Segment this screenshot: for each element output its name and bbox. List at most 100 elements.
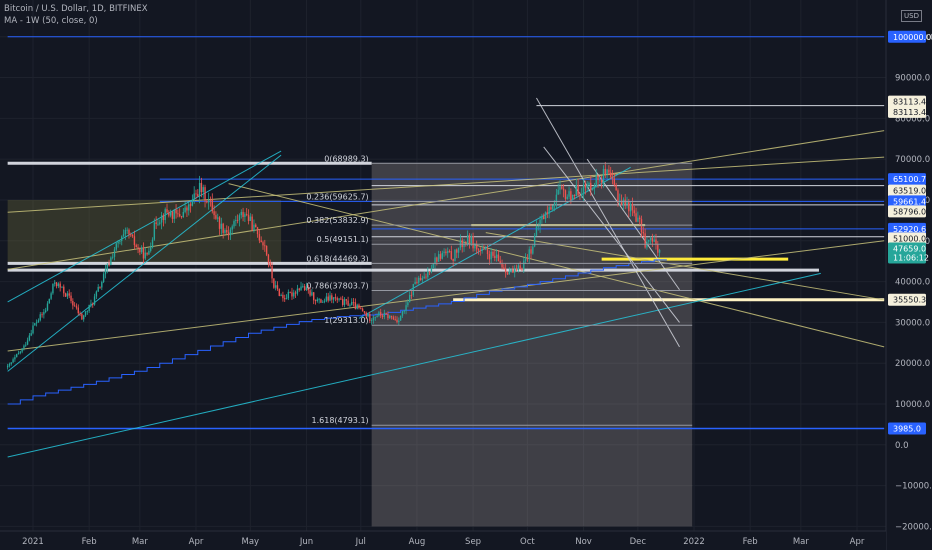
candle-body [276,285,279,290]
candle-body [564,190,567,199]
candle-body [184,207,186,212]
candle-body [294,292,297,294]
currency-label[interactable]: USD [901,10,922,22]
candle-body [561,186,563,189]
candle-body [383,312,386,317]
fibonacci-retracement[interactable]: 0(68989.3) 0.236(59625.7) 0.382(53832.9) 0.… [306,154,693,426]
candle-body [550,207,552,210]
candle-body [21,348,23,352]
candle-body [341,299,344,305]
symbol-title[interactable]: Bitcoin / U.S. Dollar, 1D, BITFINEX [4,4,148,14]
trend-lines [7,97,885,458]
price-tick-label: 40000.0 [895,278,930,288]
candle-body [378,312,380,316]
candle-body [488,254,491,260]
candle-body [514,269,516,273]
candle-body [374,316,376,318]
price-tag-bg [888,293,926,306]
candle-body [439,254,442,259]
candle-body [17,352,20,355]
candle-body [620,200,623,205]
candle-body [407,302,409,306]
candle-body [253,224,255,231]
time-axis[interactable]: 2021 Feb Mar Apr May Jun Jul Aug Sep Oct Nov Dec 202… [0,530,886,550]
candle-body [657,244,659,253]
candle-body [475,244,478,250]
candle-body [365,312,367,317]
candle-body [222,223,224,233]
fib-level-label: 0(68989.3) [324,154,368,163]
candle-body [144,252,146,259]
candle-body [546,212,549,214]
candle-body [240,211,242,216]
candle-body [119,241,121,242]
time-tick-label: Feb [743,537,758,547]
candle-body [217,217,219,219]
price-tick-label: −10000.0 [895,482,932,492]
candle-body [244,214,246,218]
indicator-label[interactable]: MA - 1W (50, close, 0) [4,16,98,26]
candle-body [387,314,389,319]
candle-body [380,312,382,316]
candle-body [448,251,451,252]
candle-body [633,210,635,214]
candle-body [611,177,614,179]
candle-body [316,299,319,302]
candle-body [351,302,353,305]
candle-body [613,178,616,186]
candle-body [209,199,212,201]
candle-body [579,194,581,196]
candle-body [182,211,185,218]
candle-body [432,263,434,269]
price-axis[interactable]: 100000.090000.080000.070000.060000.05000… [885,0,932,550]
candle-body [552,205,554,210]
candle-body [30,333,32,336]
candle-body [356,304,358,309]
candle-body [88,304,90,312]
candle-body [494,255,496,259]
price-tag-label: 100000.0 [893,33,931,42]
candle-body [445,251,447,254]
candle-body [108,264,110,266]
candle-body [34,323,36,326]
candle-body [54,282,56,284]
candle-body [408,294,411,303]
price-tag-label: 83113.4 [893,98,926,107]
candle-body [562,188,565,191]
candle-body [46,303,49,311]
candle-body [541,216,543,220]
candle-body [229,229,232,236]
candle-body [436,257,438,262]
candle-body [519,265,521,270]
candle-body [504,268,507,273]
time-tick-label: Jul [355,537,366,547]
candle-body [581,193,583,196]
candle-body [501,263,503,268]
price-tag-bg [888,422,926,435]
candle-body [168,212,170,216]
candle-body [90,303,92,305]
candle-body [347,300,349,306]
ma-1w-50-line [7,259,667,405]
candle-body [83,315,85,320]
candle-body [510,269,512,272]
candle-body [215,215,217,219]
candle-body [220,223,223,229]
candle-body [135,245,137,247]
candle-body [111,256,114,258]
candle-body [544,212,547,220]
time-tick-label: 2021 [22,537,44,547]
candle-body [278,289,280,296]
price-tag-label: 63519.0 [893,187,926,196]
candle-body [131,234,134,237]
price-tag-bg [888,205,926,218]
candle-body [582,184,585,194]
price-tag-bg [888,251,926,264]
candle-body [146,252,148,255]
candle-body [521,269,523,271]
candle-body [533,235,536,247]
time-tick-label: Feb [82,537,97,547]
candle-body [363,311,366,313]
candle-body [66,293,69,297]
